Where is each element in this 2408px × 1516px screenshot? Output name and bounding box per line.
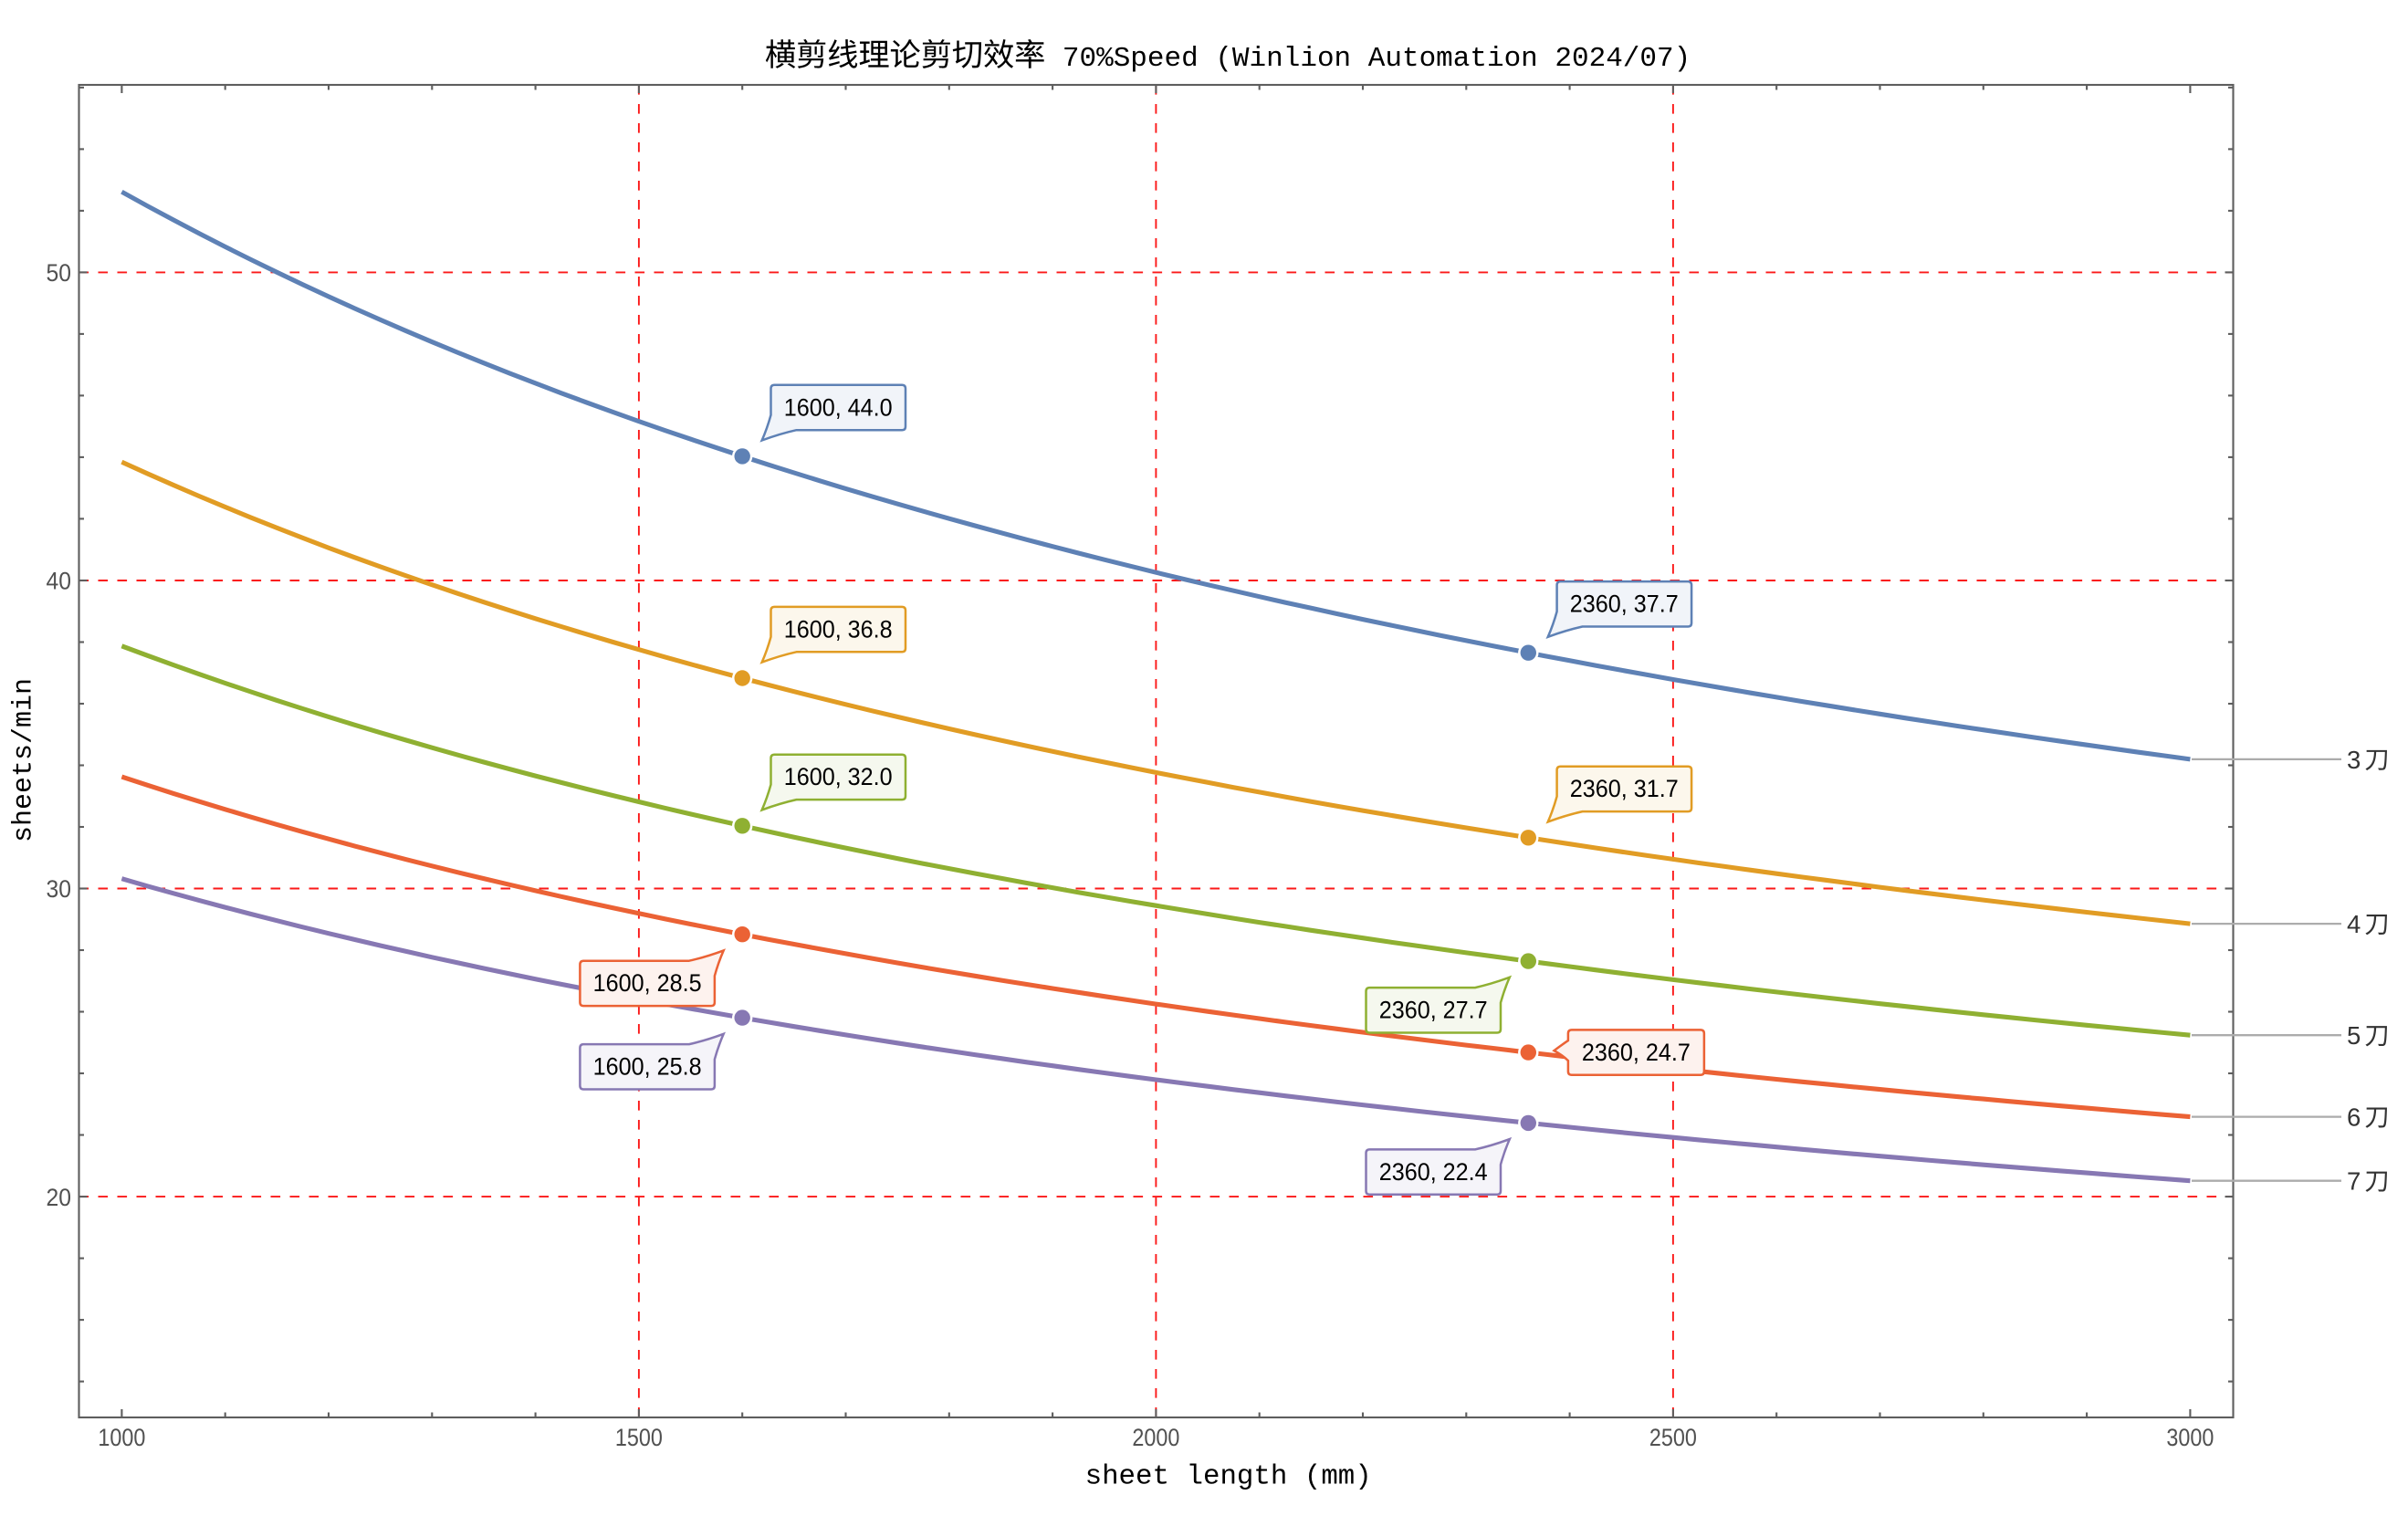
svg-text:20: 20 — [47, 1184, 72, 1211]
svg-text:sheet length (mm): sheet length (mm) — [1085, 1461, 1372, 1493]
svg-text:5: 5 — [2347, 1021, 2361, 1050]
svg-text:2360, 24.7: 2360, 24.7 — [1582, 1039, 1691, 1066]
svg-text:1500: 1500 — [615, 1424, 663, 1451]
svg-text:4: 4 — [2347, 910, 2361, 938]
svg-text:2360, 27.7: 2360, 27.7 — [1379, 997, 1488, 1024]
svg-text:1600, 32.0: 1600, 32.0 — [784, 763, 893, 790]
svg-text:1600, 36.8: 1600, 36.8 — [784, 615, 893, 643]
svg-text:6: 6 — [2347, 1103, 2361, 1132]
svg-text:1600, 25.8: 1600, 25.8 — [593, 1053, 702, 1081]
svg-text:1000: 1000 — [98, 1424, 145, 1451]
svg-text:2000: 2000 — [1132, 1424, 1179, 1451]
svg-text:70%Speed (Winlion Automation 2: 70%Speed (Winlion Automation 2024/07) — [1045, 43, 1691, 75]
svg-text:3000: 3000 — [2166, 1424, 2214, 1451]
svg-text:30: 30 — [47, 875, 72, 903]
svg-text:2500: 2500 — [1649, 1424, 1697, 1451]
svg-text:40: 40 — [47, 568, 72, 595]
svg-text:1600, 28.5: 1600, 28.5 — [593, 969, 702, 997]
svg-text:7: 7 — [2347, 1167, 2361, 1196]
svg-text:2360, 22.4: 2360, 22.4 — [1379, 1158, 1488, 1186]
svg-text:1600, 44.0: 1600, 44.0 — [784, 393, 893, 421]
svg-text:3: 3 — [2347, 746, 2361, 774]
svg-text:2360, 31.7: 2360, 31.7 — [1570, 775, 1679, 802]
svg-text:50: 50 — [47, 259, 72, 287]
svg-text:sheets/min: sheets/min — [9, 678, 40, 842]
svg-text:2360, 37.7: 2360, 37.7 — [1570, 591, 1679, 618]
